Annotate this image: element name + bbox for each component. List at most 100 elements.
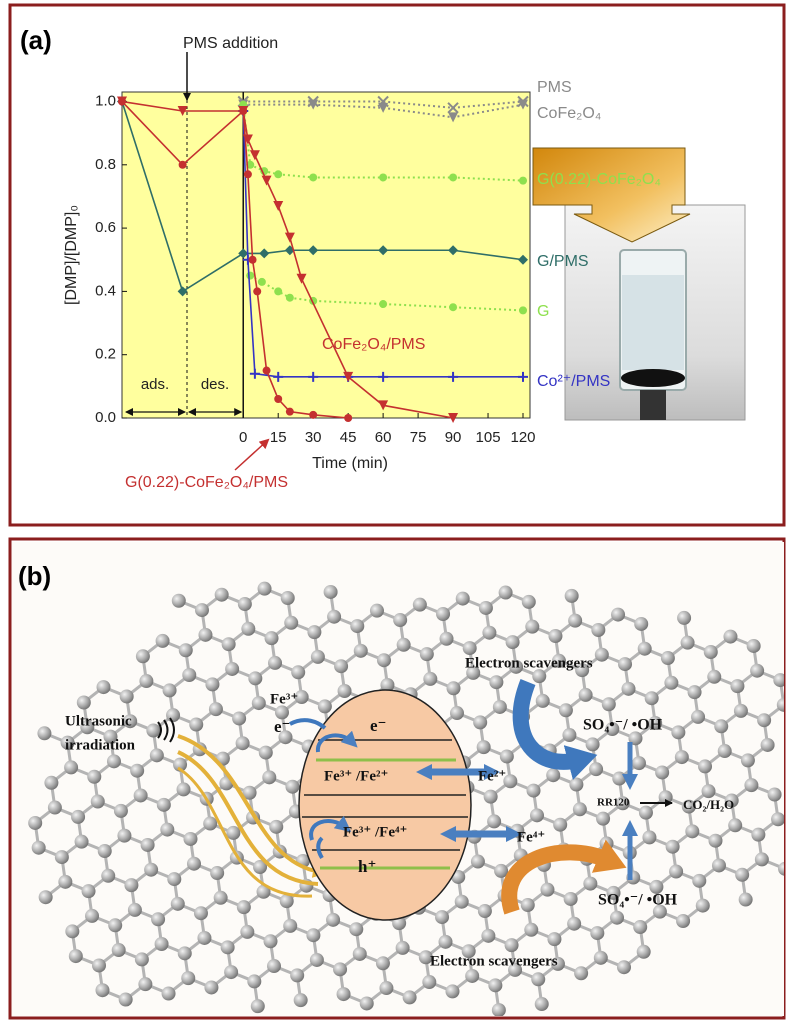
atom <box>527 784 541 798</box>
y-tick-label: 0.0 <box>95 409 116 426</box>
atom <box>487 814 501 828</box>
data-point <box>344 414 352 422</box>
atom <box>704 645 718 659</box>
atom <box>146 724 160 738</box>
atom <box>198 628 212 642</box>
atom <box>215 588 229 602</box>
atom <box>664 676 678 690</box>
atom <box>291 665 305 679</box>
y-tick-label: 0.6 <box>95 219 116 236</box>
atom <box>661 651 675 665</box>
atom <box>58 875 72 889</box>
atom <box>681 636 695 650</box>
atom <box>311 650 325 664</box>
atom <box>540 883 554 897</box>
x-tick-label: 45 <box>340 429 357 446</box>
data-point <box>449 303 457 311</box>
atom <box>489 675 503 689</box>
atom <box>505 938 519 952</box>
label: irradiation <box>65 737 136 753</box>
atom <box>95 983 109 997</box>
atom <box>134 788 148 802</box>
atom <box>155 937 169 951</box>
y-tick-label: 0.8 <box>95 156 116 173</box>
x-tick-label: 120 <box>510 429 535 446</box>
atom <box>579 688 593 702</box>
atom <box>714 719 728 733</box>
atom <box>285 780 299 794</box>
atom <box>69 949 83 963</box>
atom <box>144 863 158 877</box>
atom <box>281 591 295 605</box>
series-label: G <box>537 303 549 320</box>
atom <box>761 738 775 752</box>
atom <box>183 832 197 846</box>
y-tick-label: 0.2 <box>95 346 116 363</box>
series-label: Co²⁺/PMS <box>537 373 610 390</box>
x-tick-label: 90 <box>445 429 462 446</box>
atom <box>354 644 368 658</box>
atom <box>639 806 653 820</box>
atom <box>633 920 647 934</box>
atom <box>124 878 138 892</box>
atom <box>324 585 338 599</box>
atom <box>447 681 461 695</box>
atom <box>32 841 46 855</box>
atom <box>338 684 352 698</box>
atom <box>226 826 240 840</box>
atom <box>139 674 153 688</box>
atom <box>465 969 479 983</box>
atom <box>698 759 712 773</box>
annotation: des. <box>201 376 229 393</box>
atom <box>222 637 236 651</box>
atom <box>167 872 181 886</box>
label: Fe⁴⁺ <box>517 829 545 845</box>
atom <box>349 922 363 936</box>
atom <box>522 595 536 609</box>
atom <box>267 959 281 973</box>
series-label: G/PMS <box>537 253 589 270</box>
y-tick-label: 0.4 <box>95 282 116 299</box>
atom <box>634 617 648 631</box>
atom <box>353 947 367 961</box>
atom <box>671 725 685 739</box>
atom <box>723 630 737 644</box>
atom <box>718 744 732 758</box>
atom <box>37 726 51 740</box>
atom <box>771 812 785 826</box>
atom <box>334 659 348 673</box>
beaker-liquid <box>622 275 684 370</box>
atom <box>645 691 659 705</box>
atom <box>337 987 351 1001</box>
data-point <box>263 367 271 375</box>
atom <box>171 897 185 911</box>
atom <box>436 607 450 621</box>
atom <box>638 642 652 656</box>
atom <box>160 823 174 837</box>
atom <box>564 892 578 906</box>
atom <box>618 657 632 671</box>
atom <box>97 680 111 694</box>
atom <box>535 997 549 1011</box>
atom <box>221 940 235 954</box>
x-tick-label: 60 <box>375 429 392 446</box>
atom <box>435 910 449 924</box>
series-label: CoFe₂O₄ <box>537 105 601 122</box>
atom <box>612 772 626 786</box>
atom <box>553 818 567 832</box>
atom <box>85 909 99 923</box>
atom <box>456 592 470 606</box>
data-point <box>379 173 387 181</box>
atom <box>248 671 262 685</box>
atom <box>617 960 631 974</box>
atom <box>708 834 722 848</box>
data-point <box>246 272 254 280</box>
atom <box>333 962 347 976</box>
atom <box>232 711 246 725</box>
atom <box>290 968 304 982</box>
atom <box>712 858 726 872</box>
label: Fe²⁺ <box>478 768 506 784</box>
atom <box>524 923 538 937</box>
atom <box>82 884 96 898</box>
data-point <box>274 287 282 295</box>
